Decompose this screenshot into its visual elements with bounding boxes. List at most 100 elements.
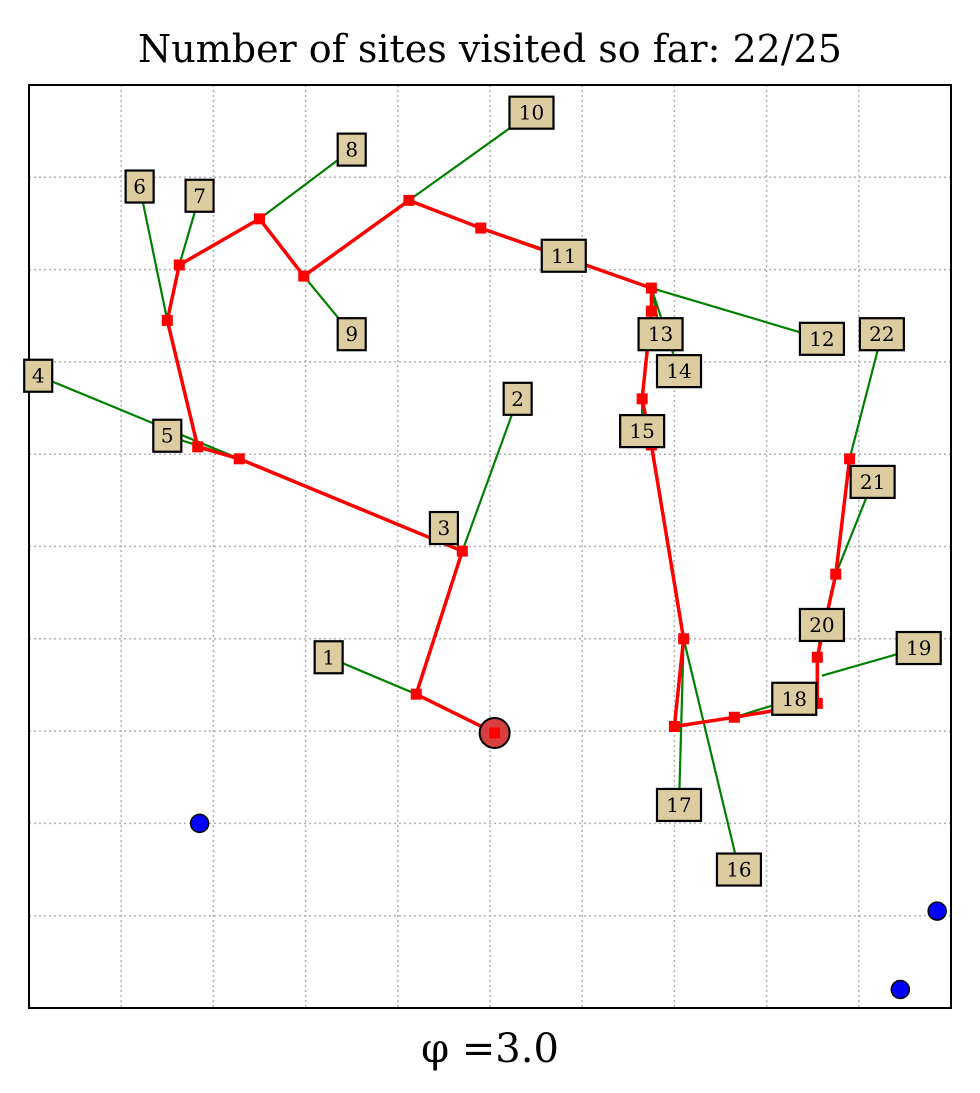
- site-label-box: 7: [184, 178, 215, 213]
- site-label-background: [858, 317, 905, 352]
- site-label-box: 17: [655, 787, 703, 823]
- site-number: 3: [438, 516, 451, 540]
- site-label-background: [336, 317, 367, 352]
- site-number: 9: [345, 322, 358, 346]
- x-axis-label: φ =3.0: [421, 1026, 559, 1072]
- route-point-marker: [410, 688, 422, 700]
- site-label-box: 16: [715, 852, 763, 887]
- site-label-background: [849, 464, 896, 499]
- site-label-background: [715, 852, 763, 887]
- route-markers: [161, 194, 856, 749]
- route-point-marker: [403, 194, 415, 206]
- connector-line: [651, 287, 823, 340]
- site-label-background: [895, 630, 942, 666]
- site-number: 1: [322, 645, 335, 669]
- route-point-marker: [456, 545, 468, 557]
- site-number: 4: [32, 364, 45, 388]
- route-point-marker: [298, 270, 310, 282]
- site-label-box: 6: [124, 169, 155, 204]
- site-label-background: [508, 95, 555, 130]
- site-label-box: 15: [619, 414, 666, 449]
- site-number: 11: [551, 244, 576, 268]
- site-label-background: [23, 358, 54, 393]
- route-point-marker: [636, 393, 648, 405]
- site-number: 17: [666, 793, 691, 817]
- site-label-background: [313, 640, 344, 675]
- route-point-marker: [728, 711, 740, 723]
- site-label-background: [798, 321, 846, 356]
- site-number: 10: [519, 101, 544, 125]
- site-label-box: 11: [540, 238, 587, 273]
- site-label-box: 21: [849, 464, 896, 499]
- site-number: 16: [726, 858, 751, 882]
- site-label-background: [336, 132, 367, 167]
- site-label-box: 19: [895, 630, 942, 666]
- route-point-marker: [161, 314, 173, 326]
- route-point-marker: [668, 720, 680, 732]
- site-number: 12: [809, 327, 834, 351]
- site-label-box: 2: [502, 381, 533, 416]
- site-label-background: [655, 354, 703, 389]
- site-number: 14: [666, 359, 691, 383]
- site-label-box: 8: [336, 132, 367, 167]
- site-label-box: 12: [798, 321, 846, 356]
- site-number: 19: [906, 636, 931, 660]
- connector-line: [258, 148, 353, 220]
- site-label-background: [184, 178, 215, 213]
- site-label-background: [152, 418, 183, 453]
- route-point-marker: [844, 453, 856, 465]
- site-number: 18: [782, 687, 807, 711]
- unvisited-site-marker: [890, 979, 911, 1000]
- site-number: 21: [860, 470, 885, 494]
- site-number: 13: [648, 322, 673, 346]
- unvisited-site-marker: [189, 813, 210, 834]
- route-point-marker: [192, 441, 204, 453]
- connector-line: [37, 374, 240, 460]
- chart-title: Number of sites visited so far: 22/25: [138, 27, 842, 71]
- site-label-box: 18: [771, 681, 818, 716]
- route-point-marker: [811, 651, 823, 663]
- route-point-marker: [830, 568, 842, 580]
- site-label-box: 22: [858, 317, 905, 352]
- connector-line: [138, 186, 169, 321]
- site-number: 7: [193, 184, 206, 208]
- site-label-box: 13: [637, 317, 684, 352]
- site-label-background: [798, 607, 846, 643]
- unvisited-sites: [189, 813, 947, 1000]
- route-line: [165, 198, 852, 735]
- grid: [29, 85, 951, 1008]
- unvisited-site-marker: [927, 901, 947, 921]
- connector-line: [677, 638, 685, 805]
- site-label-box: 10: [508, 95, 555, 130]
- connector-line: [682, 638, 741, 870]
- site-number: 20: [809, 613, 834, 637]
- site-number: 2: [511, 387, 524, 411]
- plot-frame: [28, 84, 952, 1009]
- site-label-background: [540, 238, 587, 273]
- route-point-marker: [254, 213, 265, 225]
- connector-line: [848, 333, 883, 460]
- site-label-background: [502, 381, 533, 416]
- site-label-box: 9: [336, 317, 367, 352]
- site-label-box: 20: [798, 607, 846, 643]
- route-path: [165, 198, 852, 735]
- route-point-marker: [173, 259, 185, 271]
- site-number: 5: [161, 424, 174, 448]
- site-number: 6: [133, 175, 146, 199]
- site-label-box: 3: [428, 510, 459, 546]
- site-label-box: 1: [313, 640, 344, 675]
- site-label-box: 14: [655, 354, 703, 389]
- route-point-marker: [233, 453, 245, 465]
- route-point-marker: [475, 222, 487, 234]
- site-label-background: [655, 787, 703, 823]
- route-point-marker: [489, 727, 501, 739]
- site-label-box: 4: [23, 358, 54, 393]
- site-label-box: 5: [152, 418, 183, 453]
- route-point-marker: [645, 305, 657, 317]
- site-label-background: [124, 169, 155, 204]
- site-label-background: [771, 681, 818, 716]
- site-label-background: [428, 510, 459, 546]
- route-point-marker: [645, 282, 657, 294]
